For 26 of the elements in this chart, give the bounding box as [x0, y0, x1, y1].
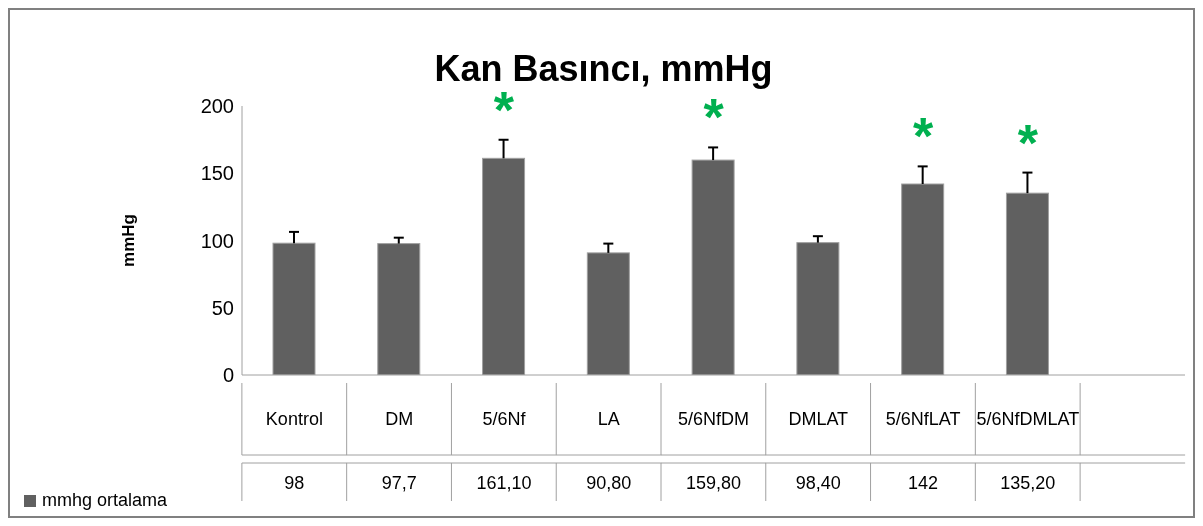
x-tick-label: 5/6NfDMLAT — [976, 409, 1080, 429]
x-tick-label: Kontrol — [265, 409, 323, 429]
data-label: 161,10 — [476, 473, 532, 493]
y-axis-title: mmHg — [119, 214, 138, 267]
data-label: 142 — [908, 473, 939, 493]
x-tick-label: DM — [385, 409, 414, 429]
x-tick-label: 5/6NfLAT — [885, 409, 961, 429]
y-tick-label: 50 — [211, 296, 234, 319]
x-tick-label: LA — [597, 409, 620, 429]
y-tick-label: 100 — [200, 229, 234, 252]
data-label: 90,80 — [586, 473, 632, 493]
legend-label: mmhg ortalama — [42, 490, 168, 511]
x-tick-label: DMLAT — [788, 409, 849, 429]
data-label: 135,20 — [1000, 473, 1056, 493]
x-tick-label: 5/6Nf — [482, 409, 527, 429]
x-tick-label: 5/6NfDM — [677, 409, 750, 429]
data-label: 97,7 — [381, 473, 417, 493]
annotation: * — [1017, 113, 1039, 172]
y-tick-label: 200 — [200, 95, 234, 118]
data-label: 98 — [284, 473, 305, 493]
y-tick-label: 150 — [200, 162, 234, 185]
y-tick-label: 0 — [222, 364, 234, 387]
data-label: 98,40 — [795, 473, 841, 493]
annotation: * — [703, 88, 725, 147]
annotation: * — [912, 107, 934, 166]
data-label: 159,80 — [685, 473, 742, 493]
